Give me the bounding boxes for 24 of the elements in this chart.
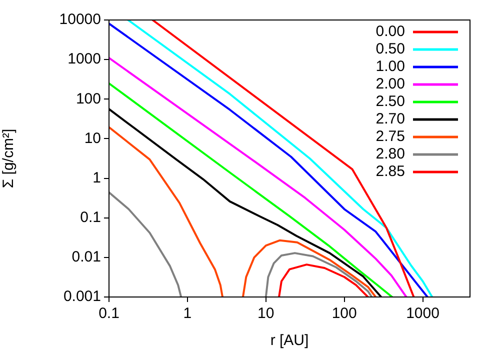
legend-label: 2.80 — [376, 146, 405, 163]
legend-label: 2.85 — [376, 163, 405, 180]
y-tick-label: 10 — [84, 130, 101, 147]
legend-label: 0.50 — [376, 40, 405, 58]
y-tick-label: 1000 — [68, 50, 101, 68]
legend-label: 0.00 — [376, 23, 405, 40]
x-tick-label: 1 — [183, 305, 192, 322]
legend-label: 2.00 — [376, 76, 405, 93]
x-tick-label: 0.1 — [98, 305, 120, 322]
y-tick-label: 0.01 — [72, 248, 101, 266]
x-tick-label: 100 — [332, 305, 357, 322]
y-tick-label: 1 — [92, 169, 101, 186]
legend-label: 2.50 — [376, 93, 405, 110]
y-tick-label: 10000 — [59, 11, 101, 28]
y-tick-label: 0.1 — [80, 209, 101, 226]
x-tick-label: 1000 — [406, 305, 440, 322]
legend-label: 1.00 — [376, 58, 405, 76]
legend-label: 2.75 — [376, 128, 405, 146]
y-tick-label: 0.001 — [63, 288, 101, 306]
x-axis-title: r [AU] — [270, 332, 309, 350]
y-tick-label: 100 — [76, 90, 101, 108]
legend-label: 2.70 — [376, 110, 405, 128]
x-tick-label: 10 — [258, 305, 274, 322]
y-axis-title: Σ [g/cm²] — [0, 128, 18, 188]
